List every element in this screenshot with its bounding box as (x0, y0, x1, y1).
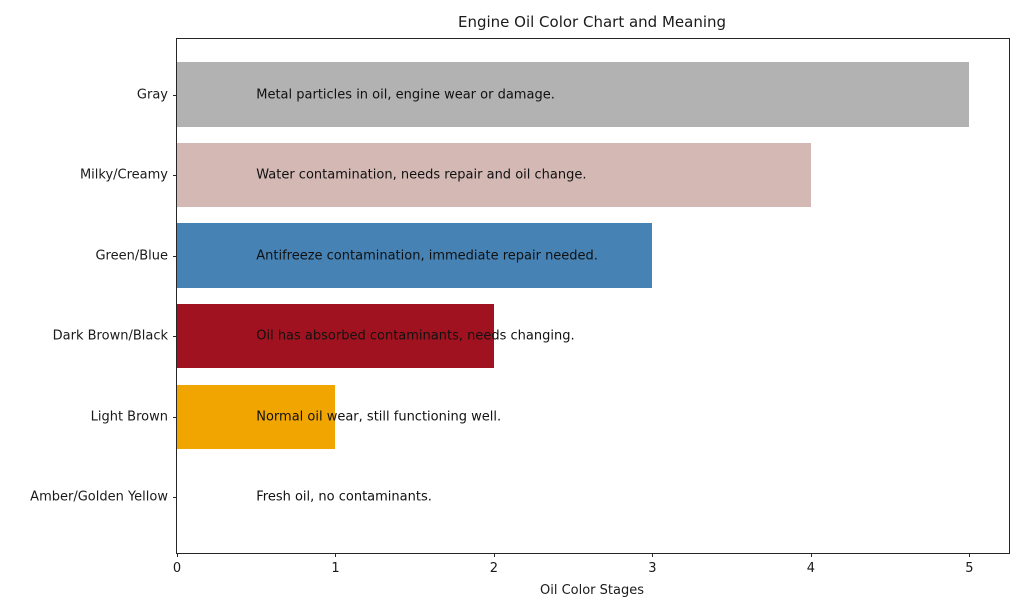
x-tick-label: 1 (331, 561, 340, 576)
y-tick-label: Green/Blue (95, 248, 168, 264)
y-tick-label: Milky/Creamy (79, 167, 168, 183)
bar-annotation: Antifreeze contamination, immediate repa… (256, 248, 598, 264)
plot-area: Metal particles in oil, engine wear or d… (30, 38, 1010, 575)
y-tick-mark (173, 175, 177, 177)
x-tick-mark (810, 553, 812, 557)
bar (177, 384, 336, 450)
x-tick-label: 5 (965, 561, 974, 576)
y-tick-label: Gray (136, 87, 168, 103)
x-tick-mark (177, 553, 178, 557)
bar (177, 142, 811, 208)
y-tick-mark (173, 255, 177, 257)
x-tick-label: 0 (172, 561, 182, 576)
bar (177, 304, 494, 369)
bar (177, 223, 653, 288)
y-tick-mark (173, 336, 177, 338)
x-tick-label: 4 (806, 561, 816, 576)
y-tick-label: Amber/Golden Yellow (30, 489, 168, 505)
y-tick-mark (173, 94, 177, 96)
bar-annotation: Oil has absorbed contaminants, needs cha… (256, 328, 575, 344)
x-tick-mark (652, 553, 654, 557)
x-tick-label: 3 (648, 561, 657, 576)
bar (177, 62, 970, 127)
bar-annotation: Normal oil wear, still functioning well. (256, 409, 502, 425)
bar-annotation: Water contamination, needs repair and oi… (256, 167, 587, 183)
bar-annotation: Fresh oil, no contaminants. (256, 489, 432, 505)
x-tick-mark (493, 553, 495, 557)
x-axis-label: Oil Color Stages (540, 583, 644, 598)
x-tick-mark (969, 553, 971, 557)
x-tick-label: 2 (489, 561, 499, 576)
y-tick-label: Light Brown (90, 409, 168, 425)
y-tick-label: Dark Brown/Black (52, 328, 168, 344)
y-tick-mark (173, 497, 177, 499)
chart-title: Engine Oil Color Chart and Meaning (457, 13, 727, 31)
bar-annotation: Metal particles in oil, engine wear or d… (256, 87, 555, 103)
x-tick-mark (335, 553, 337, 557)
y-tick-mark (173, 416, 177, 418)
